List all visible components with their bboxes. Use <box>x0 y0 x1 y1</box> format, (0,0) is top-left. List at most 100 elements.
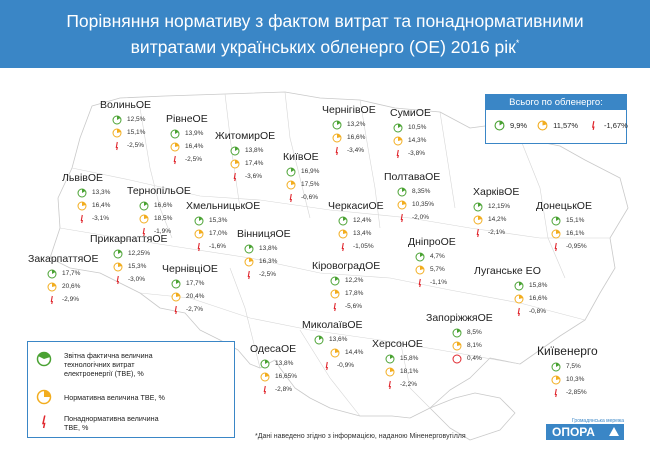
normative-pie-icon <box>171 292 181 301</box>
region-name: ОдесаОЕ <box>250 343 297 355</box>
normative-pie-icon <box>332 133 342 142</box>
actual-pie-icon <box>314 335 324 344</box>
normative-pie-icon <box>47 282 57 291</box>
legend-box: Звітна фактична величина технологічних в… <box>27 341 235 438</box>
region-zakarpattia: ЗакарпаттяОЕ 17,7% 20,6% -2,9% <box>28 253 98 306</box>
total-excess-value: -1,67% <box>604 121 628 130</box>
actual-pie-icon <box>397 187 407 196</box>
title-line-1: Порівняння нормативу з фактом витрат та … <box>66 11 584 31</box>
normative-pie-icon <box>330 289 340 298</box>
excess-value: -3,1% <box>92 215 109 222</box>
excess-mark-icon <box>388 380 391 389</box>
normative-value: 18,5% <box>154 215 173 222</box>
region-name: КиївОЕ <box>283 151 319 163</box>
actual-row: 13,9% <box>170 127 208 140</box>
region-name: ВінницяОЕ <box>237 228 291 240</box>
actual-row: 16,6% <box>139 199 191 212</box>
region-donetsk: ДонецькОЕ 15,1% 16,1% -0,95% <box>536 200 592 253</box>
actual-value: 15,8% <box>400 355 419 362</box>
region-name: ХарківОЕ <box>473 186 520 198</box>
total-excess: -1,67% <box>588 120 628 131</box>
actual-row: 12,2% <box>330 274 380 287</box>
normative-pie-icon <box>551 229 561 238</box>
region-name: ЖитомирОЕ <box>215 130 276 142</box>
region-name: СумиОЕ <box>390 107 431 119</box>
excess-row: -0,95% <box>551 240 592 253</box>
actual-row: 15,8% <box>385 352 423 365</box>
actual-value: 8,5% <box>467 329 482 336</box>
actual-pie-icon <box>551 362 561 371</box>
excess-mark-icon <box>554 242 557 251</box>
region-name: ПолтаваОЕ <box>384 171 441 183</box>
actual-pie-icon <box>77 188 87 197</box>
region-name: РівнеОЕ <box>166 113 208 125</box>
excess-value: -2,5% <box>185 156 202 163</box>
total-values: 9,9% 11,57% -1,67% <box>494 120 638 131</box>
triangle-icon <box>609 427 619 436</box>
region-cherkasy: ЧеркасиОЕ 12,4% 13,4% -1,05% <box>328 200 384 253</box>
region-vinnytsia: ВінницяОЕ 13,8% 16,3% -2,5% <box>237 228 291 281</box>
region-name: ДонецькОЕ <box>536 200 592 212</box>
actual-row: 15,1% <box>551 214 592 227</box>
actual-row: 8,5% <box>452 326 493 339</box>
excess-ring-icon <box>452 354 462 363</box>
footnote: *Дані наведено згідно з інформацією, над… <box>255 433 466 440</box>
normative-value: 15,1% <box>127 129 146 136</box>
actual-pie-icon <box>230 146 240 155</box>
excess-mark-icon <box>115 141 118 150</box>
normative-row: 18,1% <box>385 365 423 378</box>
normative-row: 14,3% <box>393 134 431 147</box>
normative-pie-icon <box>514 294 524 303</box>
brand-name: ОПОРА <box>552 425 595 439</box>
region-name: ЧернівціОЕ <box>162 263 218 275</box>
excess-row: -3,8% <box>393 147 431 160</box>
total-actual: 9,9% <box>494 120 527 131</box>
actual-value: 7,5% <box>566 363 581 370</box>
excess-mark-icon <box>517 307 520 316</box>
region-name: ХерсонОЕ <box>372 338 423 350</box>
actual-pie-icon <box>385 354 395 363</box>
region-rivne: РівнеОЕ 13,9% 16,4% -2,5% <box>166 113 208 166</box>
excess-row: -3,1% <box>77 212 110 225</box>
excess-row: -1,9% <box>139 225 191 238</box>
actual-row: 4,7% <box>415 250 456 263</box>
excess-mark-icon <box>233 172 236 181</box>
normative-value: 10,35% <box>412 201 435 208</box>
excess-row: -0,6% <box>286 191 319 204</box>
excess-value: -2,7% <box>186 306 203 313</box>
actual-pie-icon <box>36 351 52 367</box>
actual-pie-icon <box>494 120 505 131</box>
normative-pie-icon <box>330 348 340 357</box>
actual-value: 13,8% <box>259 245 278 252</box>
normative-row: 16,4% <box>170 140 208 153</box>
normative-row: 16,6% <box>514 292 547 305</box>
actual-row: 12,4% <box>338 214 384 227</box>
actual-value: 4,7% <box>430 253 445 260</box>
excess-mark-icon <box>592 120 595 131</box>
actual-pie-icon <box>338 216 348 225</box>
excess-value: -0,95% <box>566 243 587 250</box>
brand-subtitle: Громадянська мережа <box>571 418 624 424</box>
brand-box: ОПОРА <box>546 424 624 440</box>
region-ternopil: ТернопільОЕ 16,6% 18,5% -1,9% <box>127 185 191 238</box>
excess-row: -3,6% <box>230 170 275 183</box>
actual-pie-icon <box>47 269 57 278</box>
actual-row: 12,5% <box>112 113 151 126</box>
excess-row: -0,9% <box>322 359 363 372</box>
actual-pie-icon <box>286 167 296 176</box>
actual-value: 13,3% <box>92 189 111 196</box>
normative-row: 16,1% <box>551 227 592 240</box>
normative-pie-icon <box>244 257 254 266</box>
excess-row: -2,2% <box>385 378 423 391</box>
normative-pie-icon <box>393 136 403 145</box>
excess-mark-icon <box>418 278 421 287</box>
normative-row: 5,7% <box>415 263 456 276</box>
excess-mark-icon <box>333 302 336 311</box>
normative-row: 15,1% <box>112 126 151 139</box>
excess-value: -2,2% <box>400 381 417 388</box>
excess-mark-icon <box>116 275 119 284</box>
normative-value: 16,65% <box>275 373 298 380</box>
region-chernivtsi: ЧернівціОЕ 17,7% 20,4% -2,7% <box>162 263 218 316</box>
title-line-2: витратами українських обленерго (ОЕ) 201… <box>0 32 650 58</box>
ukraine-map-outline <box>49 91 629 441</box>
